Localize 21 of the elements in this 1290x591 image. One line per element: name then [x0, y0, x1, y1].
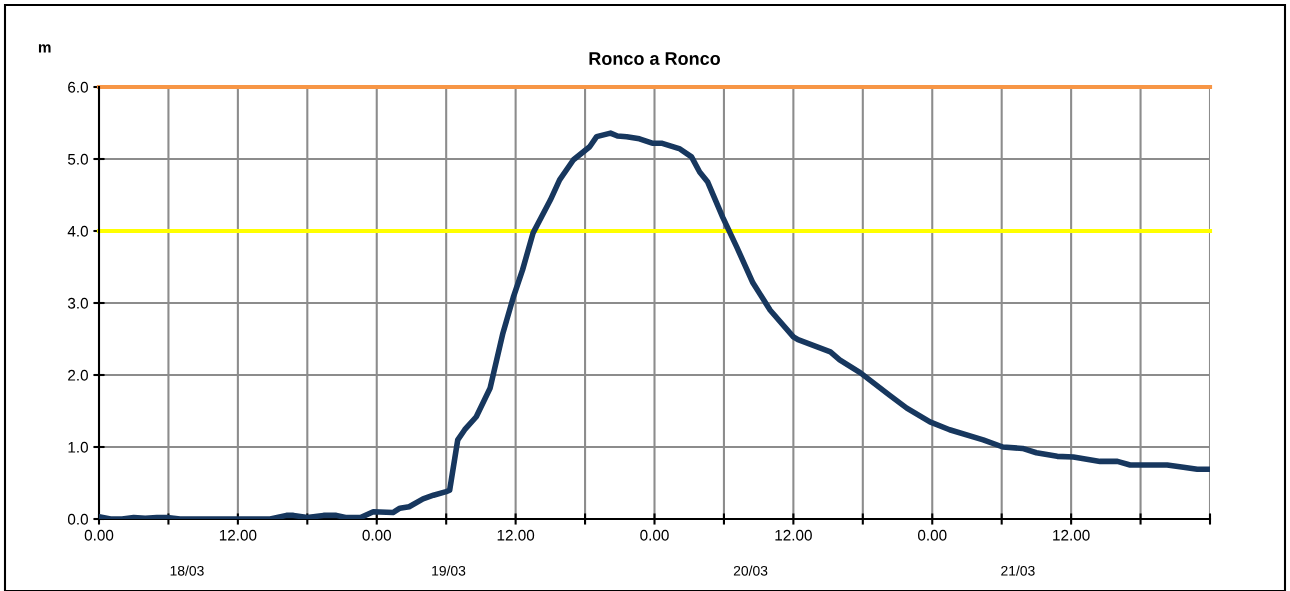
x2-tick-label: 21/03 [1001, 565, 1035, 576]
x-tick-label: 0.00 [640, 529, 669, 541]
x2-tick-label: 20/03 [733, 565, 768, 576]
y-tick-label: 0.0 [67, 513, 88, 525]
x-tick-label: 0.00 [84, 529, 114, 541]
y-tick-label: 2.0 [68, 369, 88, 381]
x2-tick-label: 18/03 [170, 565, 204, 576]
x-tick-label: 12.00 [219, 529, 257, 541]
x-tick-label: 12.00 [1053, 529, 1090, 541]
x-tick-label: 0.00 [362, 529, 392, 541]
chart-title: Ronco a Ronco [589, 52, 720, 65]
y-tick-label: 4.0 [67, 225, 88, 237]
x2-tick-label: 19/03 [432, 565, 466, 576]
y-axis-title: m [38, 44, 51, 53]
x-tick-label: 12.00 [497, 529, 535, 541]
y-tick-label: 3.0 [67, 297, 88, 309]
y-tick-label: 5.0 [67, 153, 88, 165]
y-tick-label: 6.0 [68, 81, 88, 93]
x-tick-label: 0.00 [917, 529, 947, 541]
y-tick-label: 1.0 [68, 441, 88, 453]
x-tick-label: 12.00 [775, 529, 812, 541]
